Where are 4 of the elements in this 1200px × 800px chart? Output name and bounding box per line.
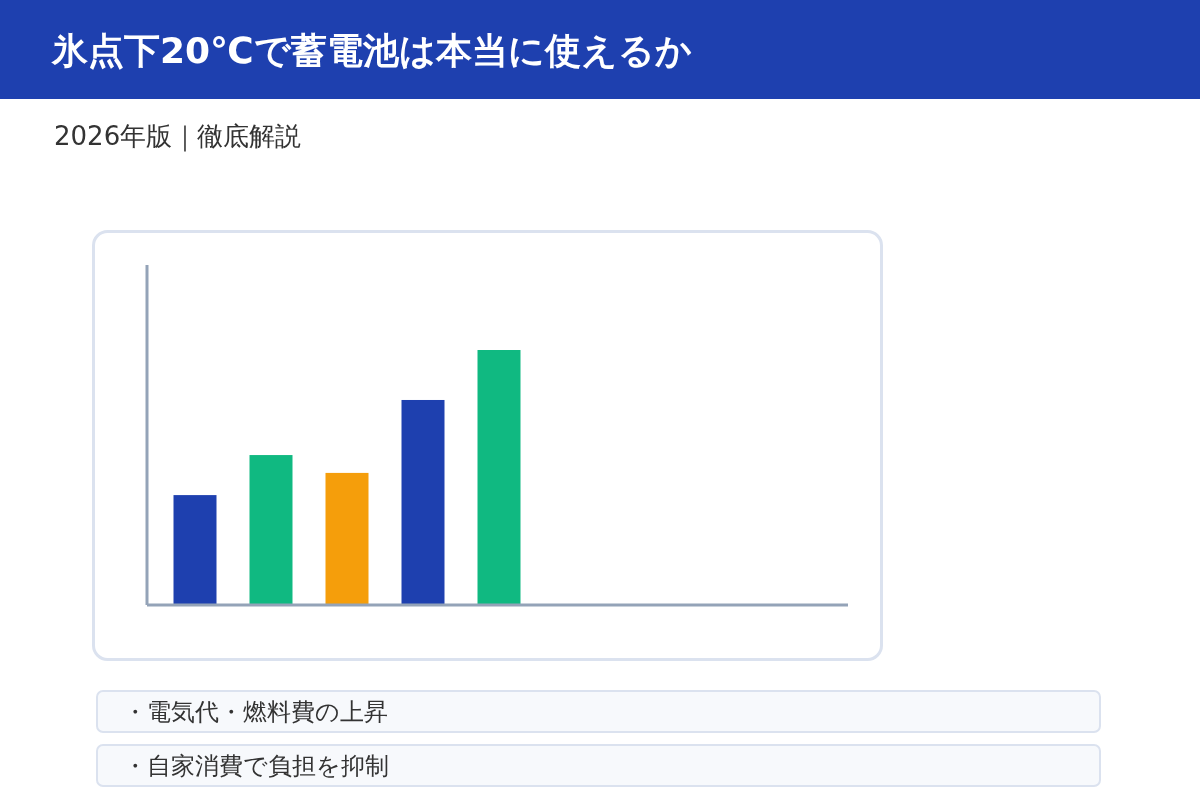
annotation: ・電気代・燃料費の上昇 xyxy=(123,698,388,726)
annotation: ・自家消費で負担を抑制 xyxy=(123,752,389,780)
subtitle: 2026年版｜徹底解説 xyxy=(54,121,302,151)
title: 氷点下20℃で蓄電池は本当に使えるか xyxy=(52,30,692,71)
